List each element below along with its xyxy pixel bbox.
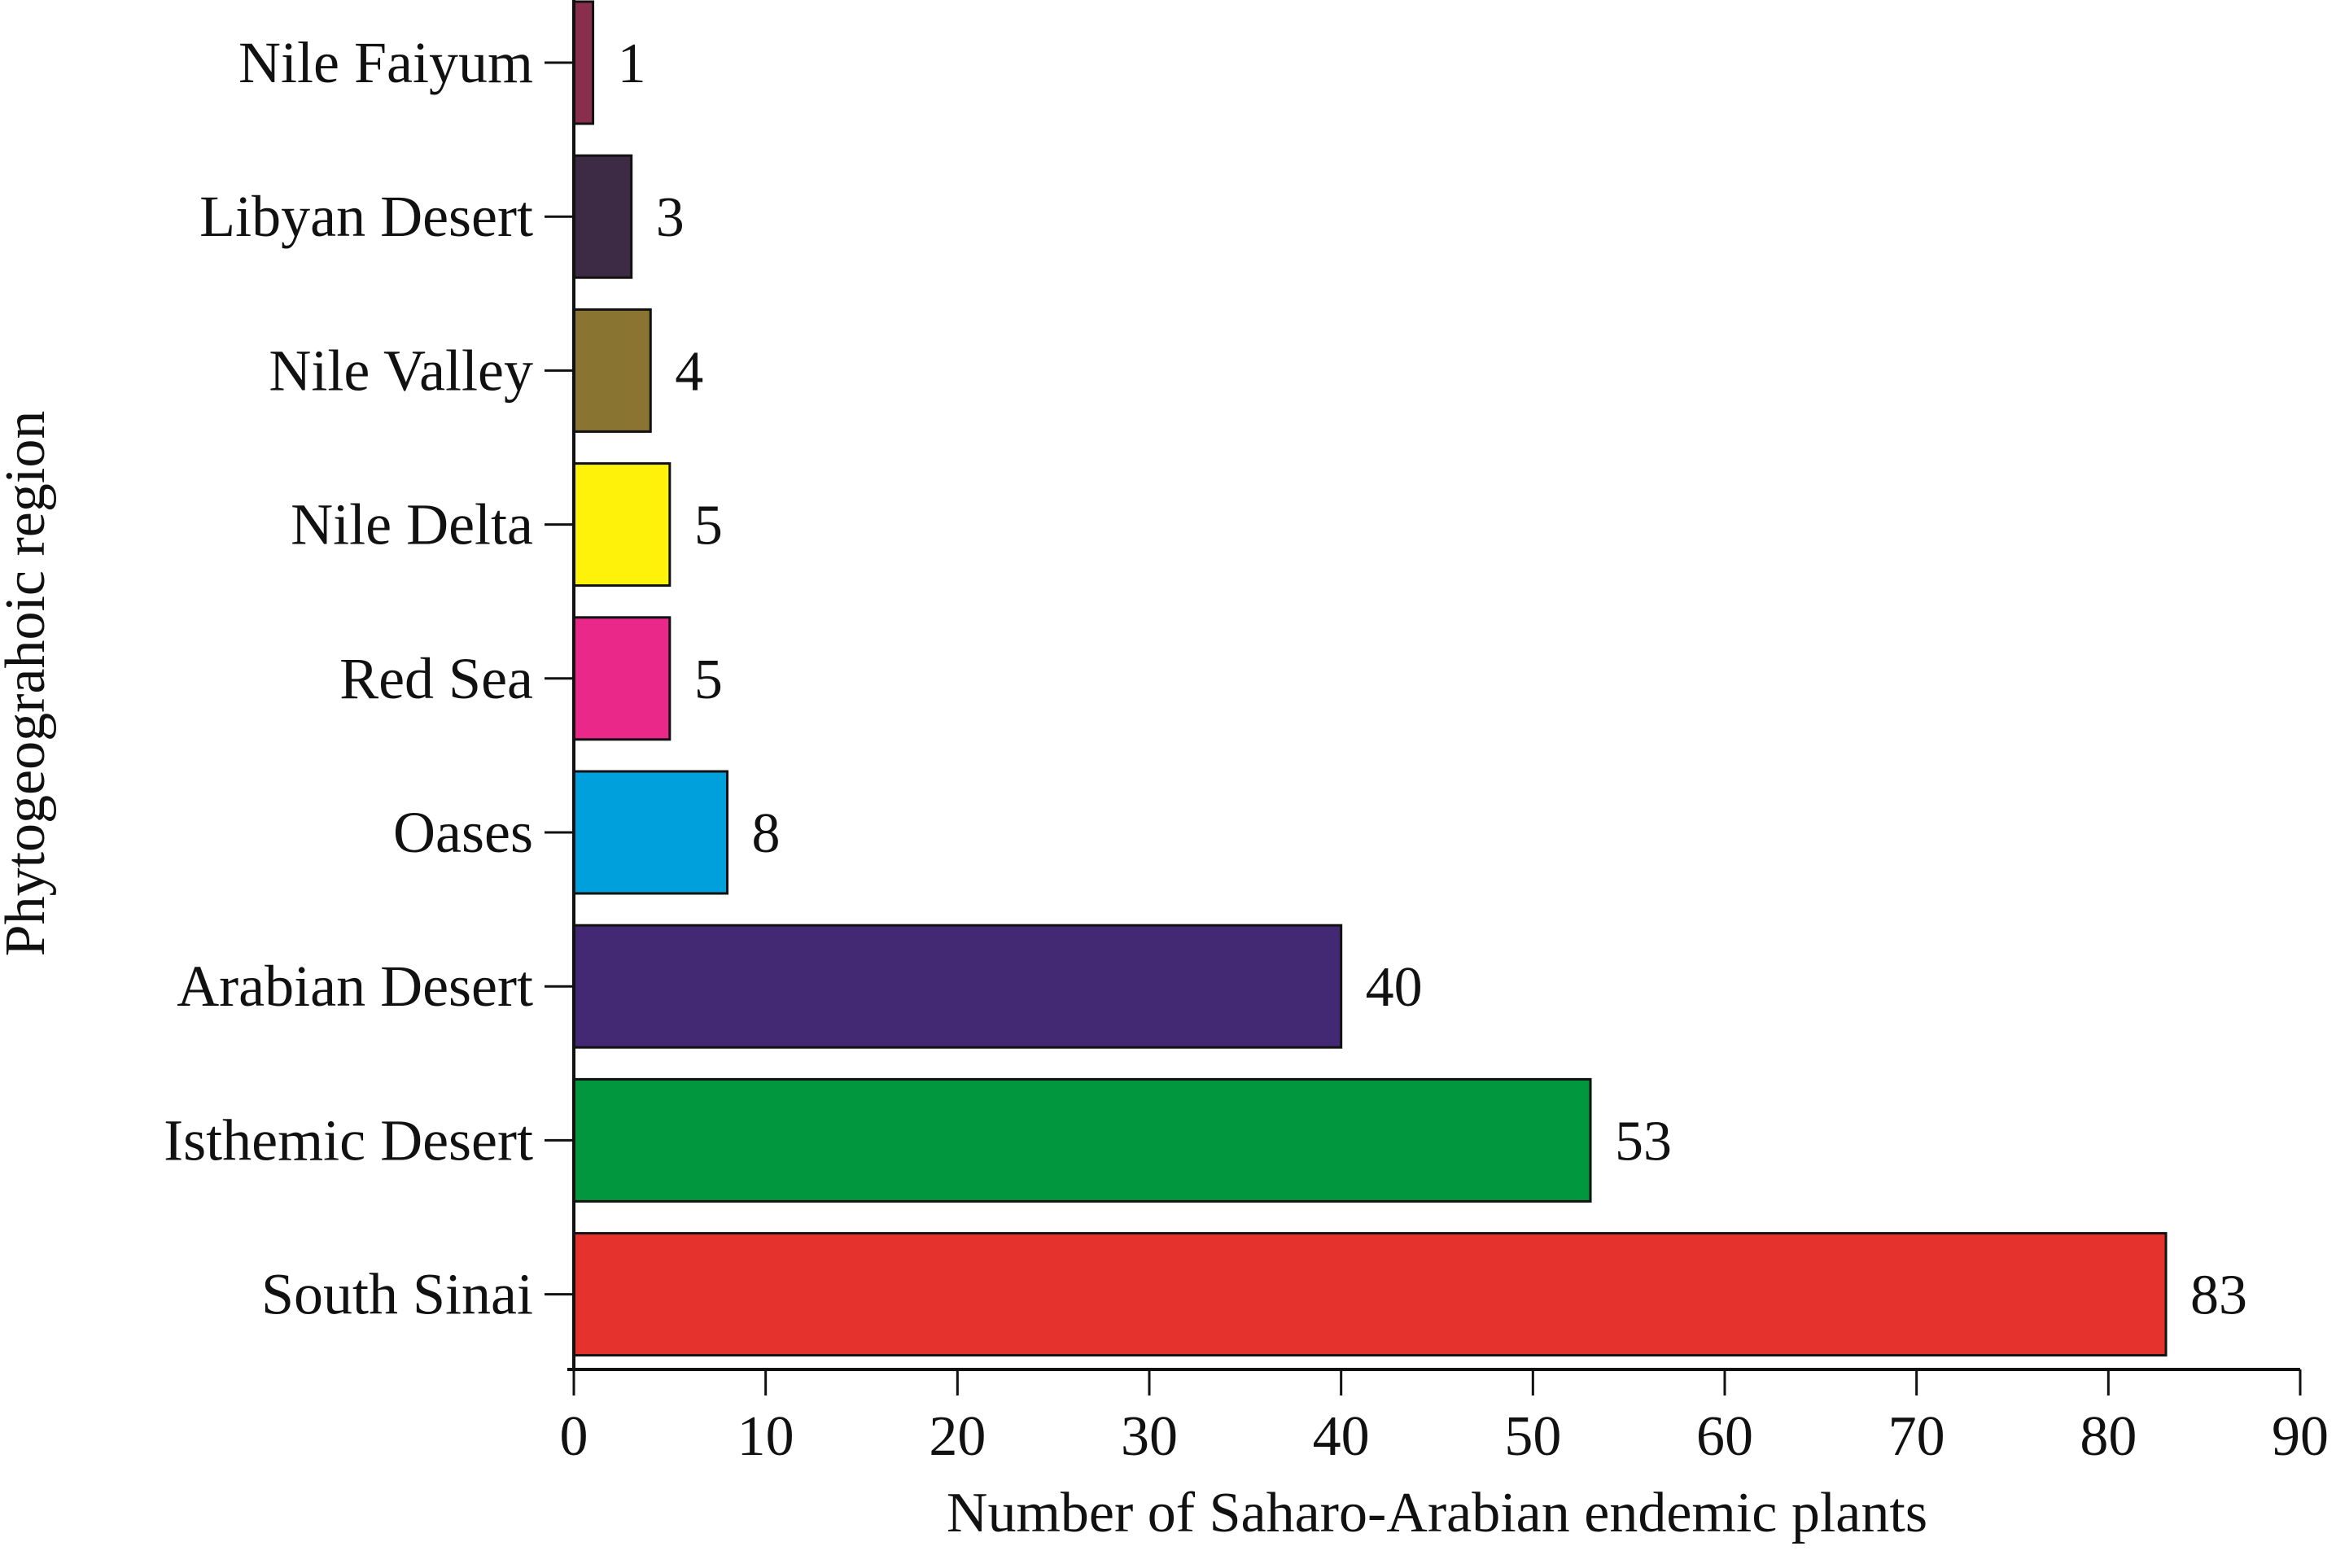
bar-nile-faiyum: [572, 0, 595, 125]
x-tick-label: 80: [2080, 1405, 2137, 1468]
bar-nile-delta: [572, 462, 671, 587]
bars-layer: [572, 0, 2168, 1357]
category-label: Nile Valley: [269, 338, 533, 403]
bar-south-sinai: [572, 1232, 2168, 1357]
y-axis-title: Phytogeograhoic region: [0, 411, 57, 957]
category-label: Red Sea: [339, 646, 533, 711]
bar-red-sea: [572, 616, 671, 741]
value-label: 8: [752, 802, 781, 865]
value-label: 83: [2190, 1264, 2247, 1327]
category-label: Oases: [393, 800, 533, 865]
bar-arabian-desert: [572, 924, 1343, 1049]
x-tick-label: 40: [1313, 1405, 1370, 1468]
category-label: Isthemic Desert: [164, 1107, 533, 1173]
x-tick-label: 30: [1121, 1405, 1178, 1468]
category-label: South Sinai: [261, 1262, 533, 1327]
labels-layer: Nile Faiyum 1 Libyan Desert 3 Nile Valley 4 Ni…: [164, 30, 2329, 1468]
bar-isthemic-desert: [572, 1077, 1592, 1203]
ticks-layer: [545, 61, 2302, 1395]
value-label: 3: [656, 186, 685, 249]
category-label: Nile Delta: [291, 492, 533, 557]
bar-libyan-desert: [572, 154, 633, 279]
x-tick-label: 70: [1888, 1405, 1945, 1468]
category-label: Nile Faiyum: [238, 30, 533, 95]
value-label: 53: [1615, 1110, 1672, 1173]
x-tick-label: 10: [737, 1405, 794, 1468]
x-tick-label: 0: [560, 1405, 588, 1468]
category-label: Libyan Desert: [199, 184, 533, 249]
x-tick-label: 90: [2272, 1405, 2329, 1468]
value-label: 4: [675, 340, 703, 403]
bar-nile-valley: [572, 308, 652, 433]
bar-oases: [572, 770, 729, 895]
value-label: 40: [1366, 956, 1423, 1019]
value-label: 1: [618, 33, 646, 95]
value-label: 5: [694, 649, 723, 711]
x-tick-label: 50: [1504, 1405, 1561, 1468]
x-tick-label: 60: [1696, 1405, 1753, 1468]
x-tick-label: 20: [929, 1405, 986, 1468]
value-label: 5: [694, 495, 723, 557]
x-axis-title: Number of Saharo-Arabian endemic plants: [947, 1482, 1927, 1544]
category-label: Arabian Desert: [177, 954, 533, 1019]
